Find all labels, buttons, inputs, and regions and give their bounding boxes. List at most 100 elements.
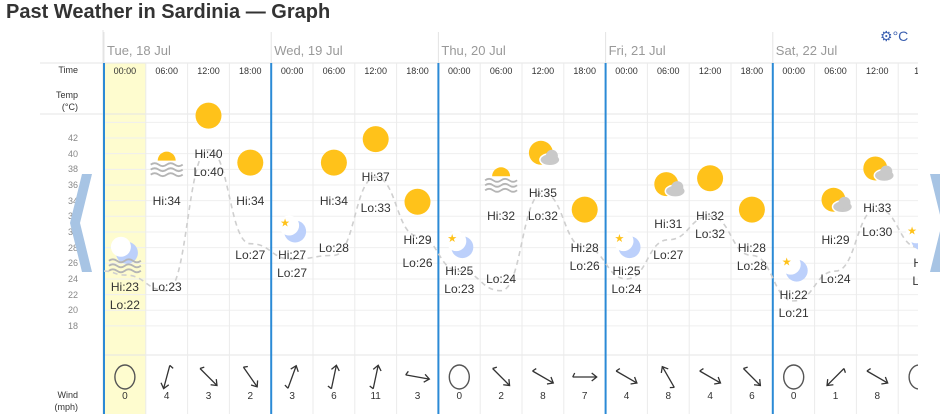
moon-star-icon: ★ [279,215,307,243]
moon-star-icon: ★ [446,231,474,259]
sun-cloud-icon [528,140,561,167]
lo-temp-label: Lo:27 [653,248,684,263]
arrow-tail [532,367,537,372]
wind-speed: 3 [414,391,421,402]
wind-speed: 4 [623,391,630,402]
weather-chart: ★ ★ ★ ★ ★ Time Temp (°C) Wind (mph) 18 20 22 24… [40,30,918,414]
sun-cloud-icon [654,172,687,198]
next-arrow-button[interactable] [928,172,940,274]
hi-temp-label: Hi:35 [528,185,557,200]
hi-temp-label: Hi:25 [612,264,641,279]
arrow-head [290,364,299,372]
arrow-shaft [661,366,675,388]
unit-toggle-button[interactable]: ⚙°C [880,28,908,45]
hi-temp-label: Hi:34 [152,193,181,208]
temp-label: Temp [55,90,78,100]
hi-temp-label: Hi:22 [779,287,808,302]
wind-speed: 6 [749,391,755,402]
star-shape: ★ [907,225,917,237]
moon-star-icon: ★ [613,231,641,259]
wind-speed: 11 [370,391,381,402]
hi-temp-label: Hi:32 [696,209,725,224]
arrow-shaft [742,368,761,386]
arrow-shaft [826,368,845,386]
sun-icon [237,149,264,176]
moon-star-icon: ★ [906,223,918,250]
wind-arrow-icon [327,364,340,390]
lo-temp-label: Lo:24 [611,282,642,297]
day-label: Sat, 22 Jul [775,43,838,58]
sun-half [157,151,176,161]
fog-line [484,177,518,183]
time-label: 12:00 [197,66,220,76]
y-tick-label: 28 [67,242,78,253]
calm-wind-icon [908,364,918,390]
time-label: 12:00 [866,66,889,76]
sun-half [492,167,511,177]
arrow-head [630,376,638,385]
arrow-tail [284,384,289,389]
sun-fog-icon [484,167,518,193]
wind-arrow-icon [615,367,638,385]
wind-arrow-icon [369,364,382,390]
moon-cut [446,231,467,252]
sun-shape [404,188,431,215]
wind-arrow-icon [532,367,555,385]
wind-speed: 3 [205,391,212,402]
wind-speed: 8 [874,391,881,402]
arrow-head [546,376,555,385]
wind-arrow-icon [826,368,847,387]
arrow-tail [405,370,409,376]
arrow-head [372,364,382,372]
chevron-left-icon [70,174,92,272]
lo-temp-label: Lo:24 [486,271,517,286]
previous-arrow-button[interactable] [68,172,94,274]
lo-temp-label: Lo:22 [109,297,140,312]
sun-icon [320,149,347,176]
arrow-tail [327,385,332,390]
time-label: 00:00 [280,66,304,76]
arrow-tail [743,366,748,370]
wind-arrow-icon [866,367,889,385]
day-label: Tue, 18 Jul [107,43,171,58]
arrow-shaft [287,365,297,389]
star-shape: ★ [447,233,457,245]
arrow-head [331,364,340,372]
wind-speed: 6 [331,391,337,402]
time-label: 18:00 [573,66,596,76]
wind-speed: 2 [498,391,504,402]
y-tick-label: 38 [67,164,78,175]
lo-temp-label: Lo:27 [235,248,266,263]
time-label: 00:00 [113,66,137,76]
wind-speed: 0 [790,391,797,402]
hi-temp-label: Hi:37 [361,170,390,185]
fog-line [484,182,518,188]
lo-temp-label: Lo:27 [277,266,308,281]
hi-temp-label: Hi:23 [110,279,139,294]
moon-cut [279,215,300,236]
arrow-shaft [162,365,171,389]
hi-temp-label: Hi:34 [319,193,348,208]
arrow-shaft [492,368,511,386]
wind-speed: 1 [832,391,839,402]
sun-fog-icon [150,151,184,178]
y-tick-label: 36 [67,179,78,190]
wind-speed: 4 [163,391,170,402]
hi-temp-label: Hi:28 [737,240,766,255]
moon-star-icon: ★ [780,254,808,282]
day-label: Thu, 20 Jul [441,43,506,58]
cloud-puff [838,196,851,209]
wind-arrow-icon [160,364,174,390]
arrow-shaft [615,370,638,384]
time-label: 12:00 [364,66,387,76]
wind-arrow-icon [242,365,259,388]
time-label: 06:00 [322,66,346,76]
time-row-label: Time [58,65,78,75]
wind-label: Wind [57,390,78,400]
wind-arrow-icon [492,366,511,387]
arrow-shaft [532,370,554,384]
hi-temp-label: Hi:40 [194,146,223,161]
sun-shape [697,165,724,192]
moon-cut [906,223,918,244]
time-label: 06:00 [489,66,513,76]
